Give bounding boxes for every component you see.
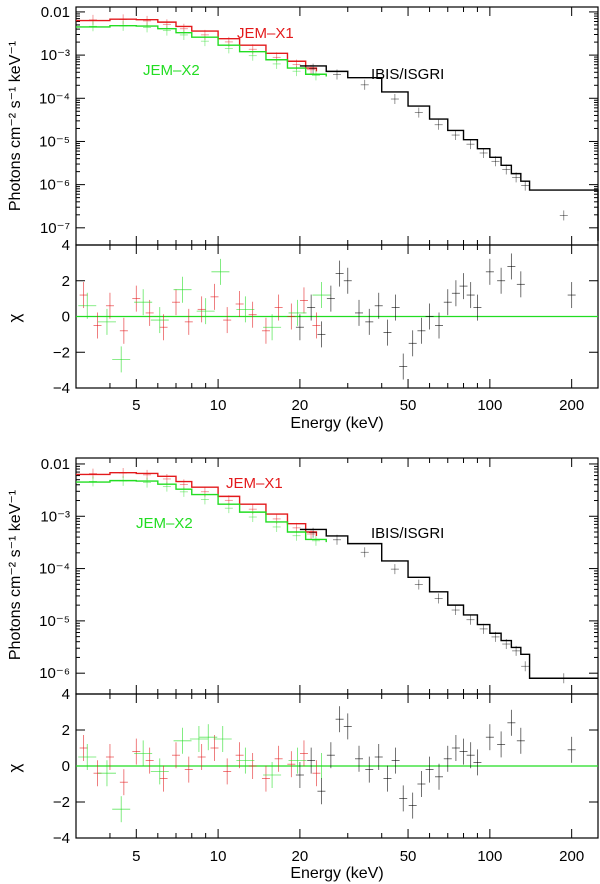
residual-y-axis-label: χ [5,763,24,772]
y-tick-label: 10⁻³ [40,508,70,525]
x-tick-label: 20 [292,848,309,865]
series-annotation-0: JEM–X1 [237,25,294,42]
y-tick-label: 0 [62,758,70,775]
x-tick-label: 100 [477,397,502,414]
series-annotation-1: JEM–X2 [143,62,200,79]
x-axis-label: Energy (keV) [290,865,383,882]
y-tick-label: 10⁻⁴ [39,561,70,578]
y-tick-label: 10⁻⁵ [39,133,70,150]
x-tick-label: 10 [210,397,227,414]
y-tick-label: 10⁻⁵ [39,613,70,630]
x-tick-label: 5 [132,848,140,865]
x-tick-label: 200 [559,397,584,414]
series-model-step-0 [76,472,318,536]
x-tick-label: 5 [132,397,140,414]
y-tick-label: −2 [53,794,70,811]
y-tick-label: 4 [62,686,70,703]
y-tick-label: 10⁻⁶ [39,177,70,194]
y-tick-label: 0 [62,309,70,326]
series-model-step-1 [76,24,327,77]
y-tick-label: 10⁻³ [40,47,70,64]
residual-y-axis-label: χ [5,313,24,322]
y-tick-label: −4 [53,830,70,847]
series-annotation-2: IBIS/ISGRI [371,66,444,83]
y-tick-label: −4 [53,380,70,397]
x-axis-label: Energy (keV) [290,415,383,432]
x-tick-label: 100 [477,848,502,865]
y-tick-label: 0.01 [41,456,70,473]
y-tick-label: 2 [62,722,70,739]
x-tick-label: 50 [400,397,417,414]
y-tick-label: 10⁻⁴ [39,90,70,107]
x-tick-label: 200 [559,848,584,865]
y-tick-label: 4 [62,237,70,254]
series-model-step-2 [299,65,599,241]
spectrum-y-axis-label: Photons cm⁻² s⁻¹ keV⁻¹ [7,41,24,211]
y-tick-label: 2 [62,273,70,290]
series-annotation-0: JEM–X1 [226,475,283,492]
x-tick-label: 10 [210,848,227,865]
y-tick-label: 10⁻⁶ [39,665,70,682]
x-tick-label: 50 [400,848,417,865]
series-model-step-0 [76,18,318,72]
y-tick-label: 0.01 [41,4,70,21]
series-annotation-1: JEM–X2 [136,515,193,532]
series-model-step-1 [76,479,327,543]
spectrum-y-axis-label: Photons cm⁻² s⁻¹ keV⁻¹ [7,490,24,660]
y-tick-label: −2 [53,344,70,361]
series-annotation-2: IBIS/ISGRI [371,525,444,542]
x-tick-label: 20 [292,397,309,414]
y-tick-label: 10⁻⁷ [40,220,70,237]
